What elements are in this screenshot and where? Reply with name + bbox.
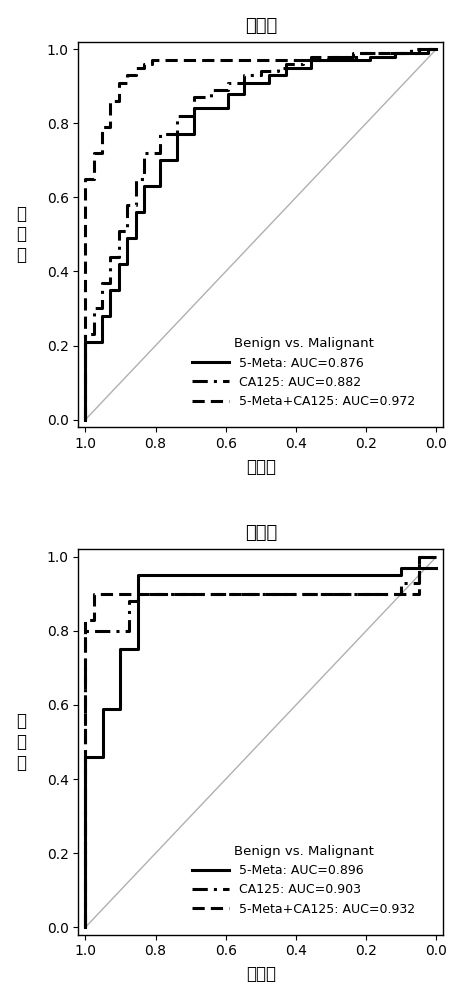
X-axis label: 特异性: 特异性 <box>245 965 275 983</box>
X-axis label: 特异性: 特异性 <box>245 458 275 476</box>
Title: 验证组: 验证组 <box>244 524 276 542</box>
Legend: 5-Meta: AUC=0.896, CA125: AUC=0.903, 5-Meta+CA125: AUC=0.932: 5-Meta: AUC=0.896, CA125: AUC=0.903, 5-M… <box>187 840 419 921</box>
Y-axis label: 灵
敏
度: 灵 敏 度 <box>17 712 26 772</box>
Title: 发现组: 发现组 <box>244 17 276 35</box>
Y-axis label: 灵
敏
度: 灵 敏 度 <box>17 205 26 264</box>
Legend: 5-Meta: AUC=0.876, CA125: AUC=0.882, 5-Meta+CA125: AUC=0.972: 5-Meta: AUC=0.876, CA125: AUC=0.882, 5-M… <box>187 332 419 413</box>
